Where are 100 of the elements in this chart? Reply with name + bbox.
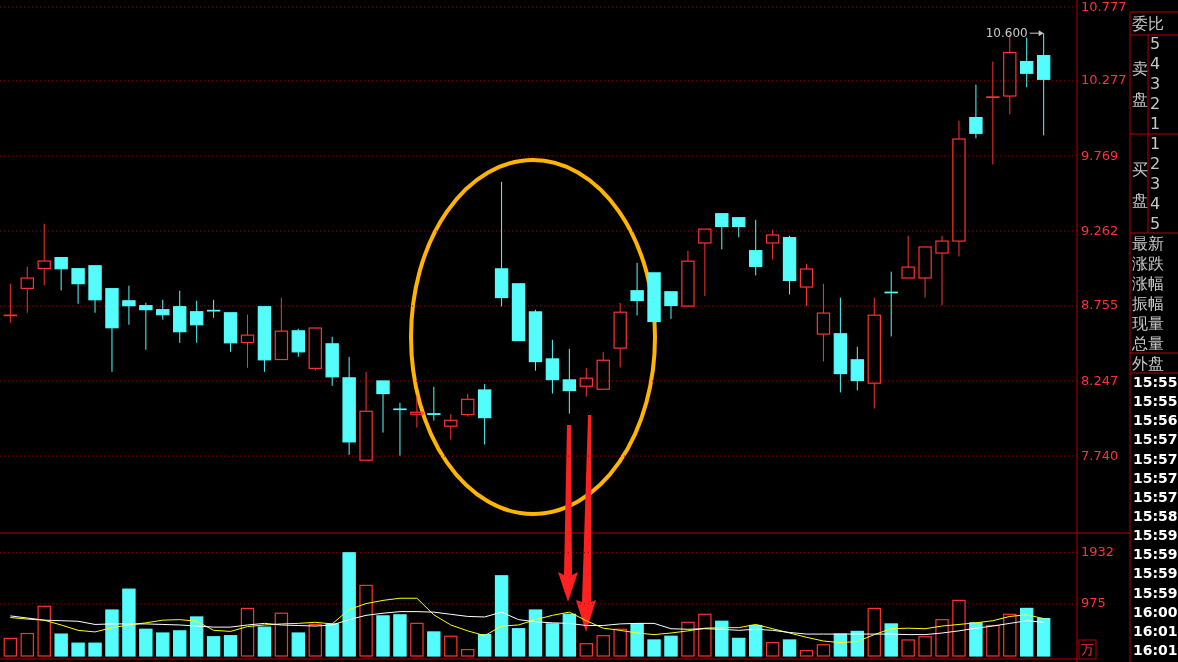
bar <box>630 623 644 657</box>
y-tick-label: 9.262 <box>1081 222 1119 238</box>
text: 15:57 <box>1133 469 1178 486</box>
text: 3 <box>1150 173 1161 193</box>
bar <box>342 552 356 657</box>
bar <box>901 639 915 657</box>
bar <box>647 639 661 657</box>
bar <box>782 639 797 657</box>
bar <box>698 613 712 657</box>
candlestick <box>613 302 627 368</box>
text: 卖盘 <box>1132 58 1148 109</box>
text: 3 <box>1150 73 1161 93</box>
candlestick <box>342 356 356 456</box>
bar <box>3 637 18 657</box>
text: 16:01 <box>1133 641 1178 658</box>
candlestick <box>562 348 577 415</box>
candlestick <box>122 285 136 326</box>
bar <box>1003 613 1017 657</box>
bar <box>596 635 610 657</box>
bar <box>1036 617 1051 657</box>
text: 5 <box>1150 213 1161 233</box>
bar <box>884 623 898 657</box>
bar <box>816 644 831 657</box>
bar <box>240 607 255 657</box>
y-tick-label: 975 <box>1081 595 1106 611</box>
text: 15:59 <box>1133 565 1178 582</box>
text: 涨幅 <box>1132 273 1164 293</box>
bar <box>511 628 526 657</box>
text: 外盘 <box>1132 353 1164 373</box>
bar <box>681 621 695 657</box>
bar <box>393 614 407 657</box>
y-tick-label: 8.247 <box>1081 372 1119 388</box>
text: 15:57 <box>1133 431 1178 448</box>
bar <box>54 633 68 657</box>
text: 15:56 <box>1133 412 1178 429</box>
candlestick <box>579 367 593 398</box>
text: 15:59 <box>1133 527 1178 544</box>
text: 5 <box>1150 33 1161 53</box>
text: 4 <box>1150 193 1161 213</box>
candlestick <box>444 413 458 441</box>
bar <box>427 631 441 657</box>
bar <box>765 642 780 657</box>
text: 16:00 <box>1133 603 1178 620</box>
bar <box>732 637 746 657</box>
text: 买盘 <box>1132 159 1148 210</box>
y-tick-label: 8.755 <box>1081 297 1119 313</box>
y-tick-label: 7.740 <box>1081 447 1119 463</box>
text: 总量 <box>1131 333 1164 353</box>
bar <box>173 630 187 657</box>
bar <box>105 609 119 657</box>
bar <box>918 636 932 657</box>
text: 16:01 <box>1133 622 1178 639</box>
bar <box>376 615 390 657</box>
y-tick-label: 1932 <box>1081 544 1115 560</box>
bar <box>308 623 322 657</box>
bar <box>494 575 509 657</box>
bar <box>613 628 627 657</box>
candlestick <box>393 402 407 457</box>
bar <box>545 623 560 657</box>
candlestick <box>850 346 865 391</box>
bar <box>291 632 306 657</box>
candlestick <box>545 339 560 395</box>
candlestick <box>427 386 441 422</box>
text: 现量 <box>1132 313 1164 333</box>
text: 15:59 <box>1133 546 1178 563</box>
candlestick <box>139 302 153 351</box>
bar <box>867 607 881 657</box>
candlestick <box>952 120 966 257</box>
text: 15:55 <box>1133 374 1178 390</box>
y-tick-label: 10.277 <box>1081 72 1127 88</box>
text: 1 <box>1150 133 1161 153</box>
candlestick <box>867 297 881 409</box>
bar <box>444 635 458 657</box>
candlestick <box>986 61 1000 165</box>
bar <box>274 612 289 657</box>
bar <box>952 599 966 657</box>
candlestick <box>189 300 204 344</box>
candlestick <box>240 314 255 369</box>
bar <box>325 623 339 657</box>
candlestick <box>1020 37 1034 88</box>
bar <box>715 620 729 657</box>
candlestick <box>935 235 949 306</box>
line-series <box>9 597 1045 644</box>
text: 振幅 <box>1132 293 1164 313</box>
bar <box>579 643 593 657</box>
bar <box>477 634 492 657</box>
bar <box>410 622 424 657</box>
text: 2 <box>1150 153 1161 173</box>
y-tick-label: 9.769 <box>1081 147 1119 163</box>
bar <box>122 588 136 657</box>
bar <box>562 613 577 657</box>
bar <box>748 624 763 657</box>
text: 4 <box>1150 53 1161 73</box>
bar <box>206 636 221 657</box>
text: 15:57 <box>1133 488 1178 505</box>
bar <box>664 635 678 657</box>
text: 15:58 <box>1133 507 1178 524</box>
bar <box>88 642 102 657</box>
candlestick <box>37 223 51 286</box>
bar <box>20 632 34 657</box>
